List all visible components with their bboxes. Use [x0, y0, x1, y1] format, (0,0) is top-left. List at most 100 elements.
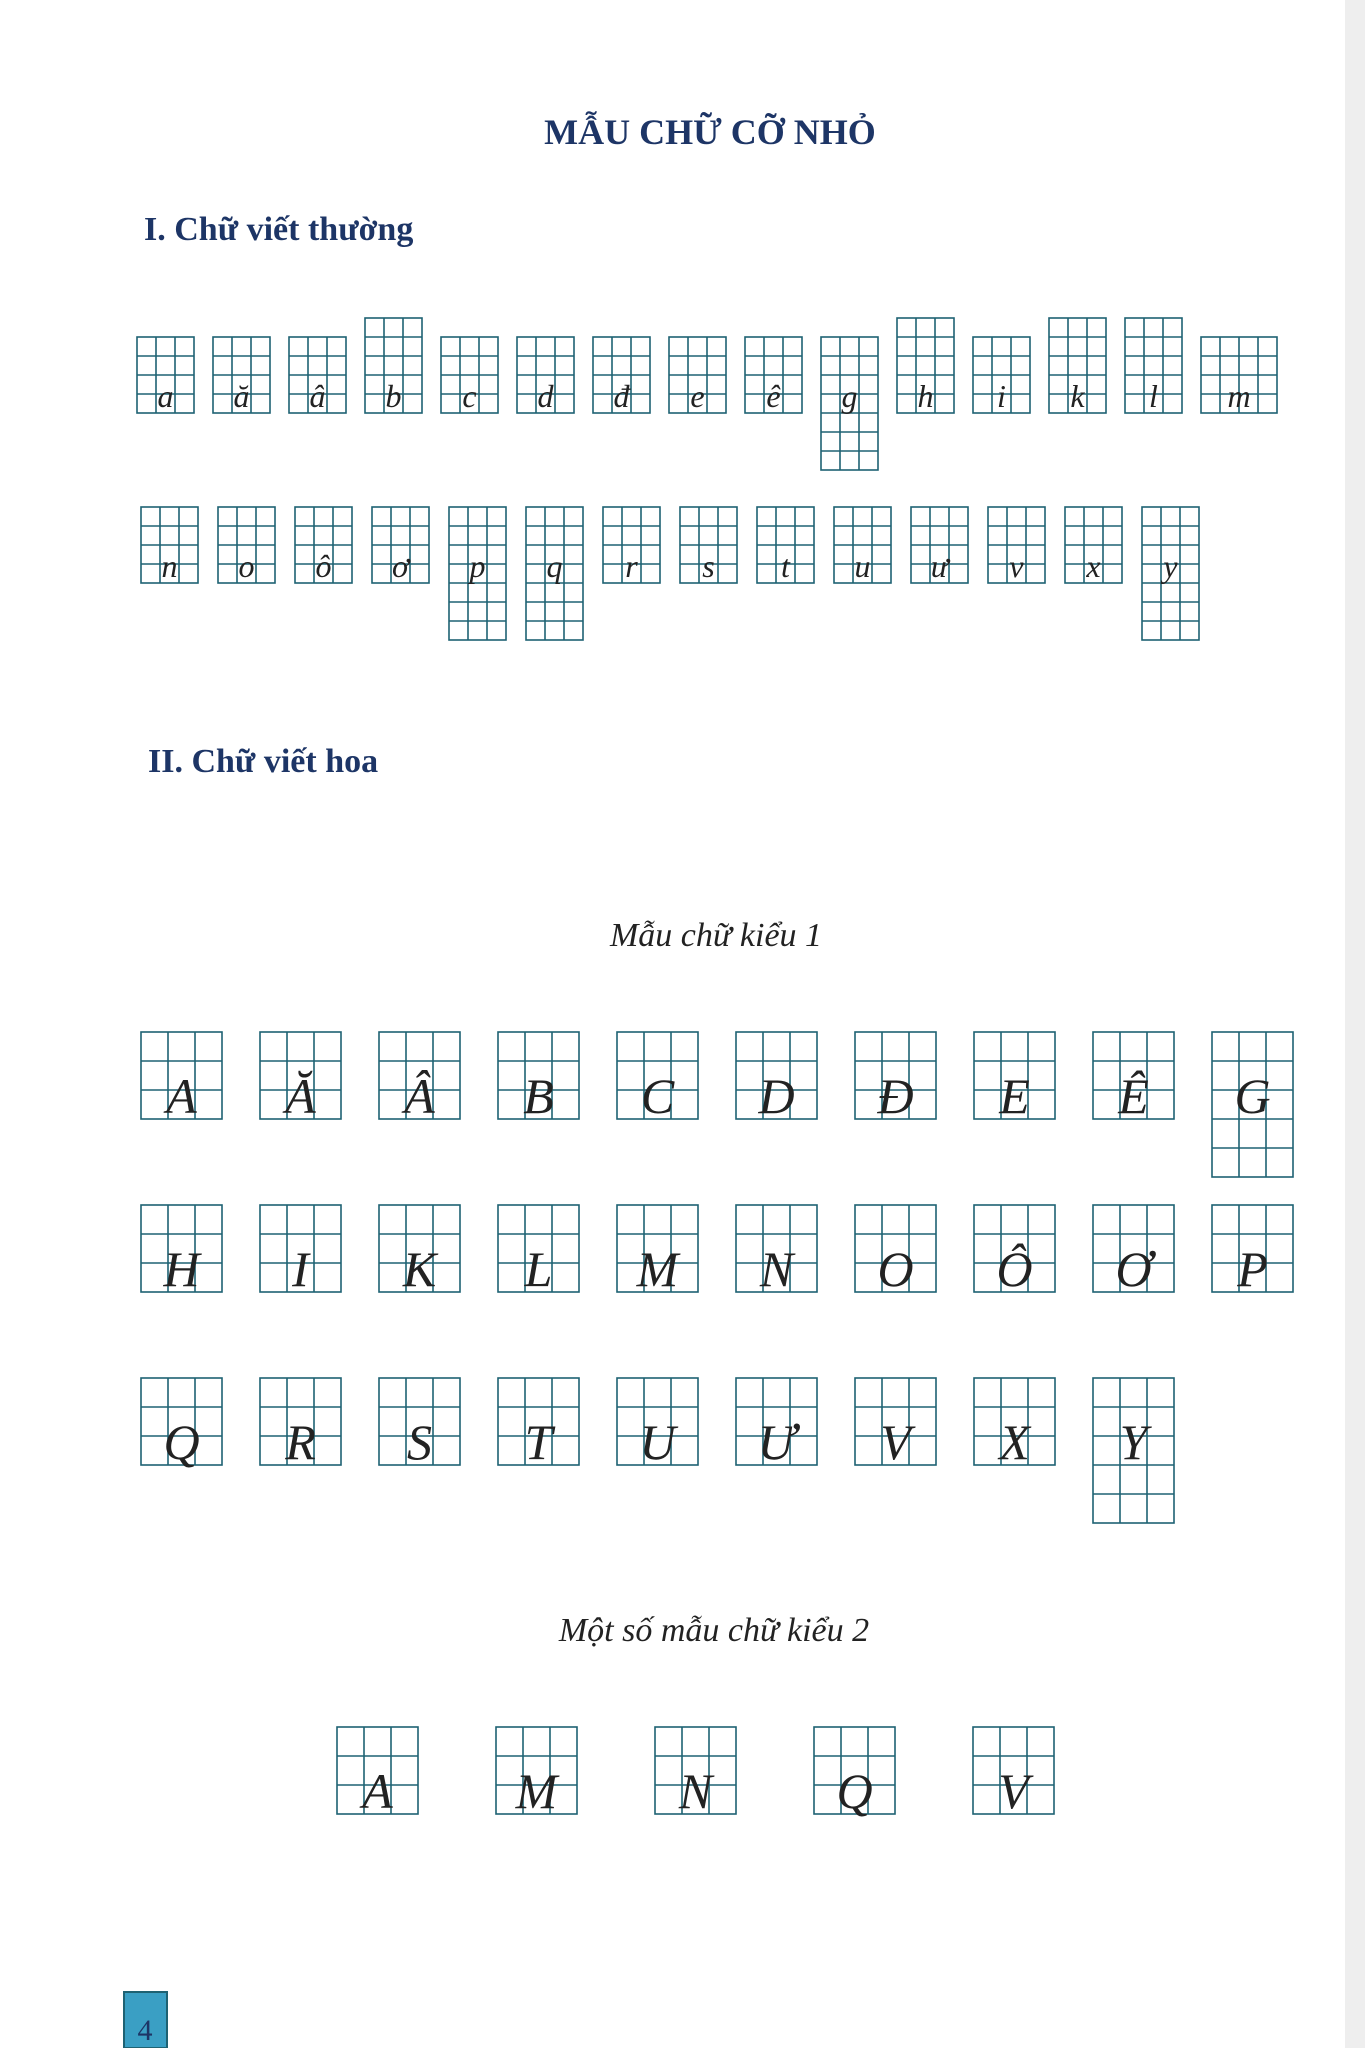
grid-border	[616, 1204, 699, 1293]
grid-border	[336, 1726, 419, 1815]
letter-grid: o	[217, 506, 276, 584]
letter: T	[525, 1414, 556, 1470]
letter-grid: Q	[140, 1377, 223, 1470]
grid-border	[973, 1204, 1056, 1293]
letter: đ	[614, 378, 632, 414]
grid-border	[448, 506, 507, 641]
grid-border	[1124, 317, 1183, 414]
caption: Một số mẫu chữ kiểu 2	[558, 1612, 869, 1649]
grid-border	[497, 1031, 580, 1120]
letter-grid: P	[1211, 1204, 1294, 1297]
letter-grid: a	[136, 336, 195, 414]
letter-grid: U	[616, 1377, 699, 1470]
letter-grid: Ê	[1092, 1031, 1175, 1124]
grid-border	[654, 1726, 737, 1815]
grid-border	[497, 1204, 580, 1293]
letter-grid: g	[820, 336, 879, 471]
letter-grid: Q	[813, 1726, 896, 1819]
letter: ơ	[392, 548, 411, 584]
letter: k	[1070, 378, 1085, 414]
letter-grid: u	[833, 506, 892, 584]
letter-grid: Ô	[973, 1204, 1056, 1297]
grid-border	[813, 1726, 896, 1815]
letter: L	[524, 1241, 553, 1297]
letter: u	[855, 548, 871, 584]
letter: R	[284, 1414, 316, 1470]
grid-border	[140, 1377, 223, 1466]
grid-border	[525, 506, 584, 641]
letter: M	[515, 1763, 560, 1819]
letter-grid: ô	[294, 506, 353, 584]
letter-grid: ă	[212, 336, 271, 414]
letter: s	[702, 548, 714, 584]
letter: d	[538, 378, 555, 414]
letter: Q	[836, 1763, 872, 1819]
letter-grid: i	[972, 336, 1031, 414]
letter-grid: h	[896, 317, 955, 414]
grid-border	[140, 1031, 223, 1120]
letter-grid: M	[495, 1726, 578, 1819]
letter: r	[625, 548, 638, 584]
letter: q	[547, 548, 563, 584]
letter-grid: T	[497, 1377, 580, 1470]
grid-border	[1211, 1204, 1294, 1293]
grid-border	[1092, 1204, 1175, 1293]
letter-grid: â	[288, 336, 347, 414]
letter-grid: E	[973, 1031, 1056, 1124]
grid-border	[259, 1377, 342, 1466]
letter: P	[1236, 1241, 1268, 1297]
letter-grid: A	[336, 1726, 419, 1819]
grid-border	[973, 1377, 1056, 1466]
letter: U	[639, 1414, 678, 1470]
letter-grid: G	[1211, 1031, 1294, 1178]
grid-border	[854, 1377, 937, 1466]
letter: K	[402, 1241, 439, 1297]
letter: X	[997, 1414, 1032, 1470]
letter: Â	[401, 1068, 435, 1124]
page-title: MẪU CHỮ CỠ NHỎ	[544, 111, 876, 152]
letter: ă	[234, 378, 250, 414]
page-edge	[1345, 0, 1365, 2048]
letter-grid: r	[602, 506, 661, 584]
letter-grid: X	[973, 1377, 1056, 1470]
letter-grid: B	[497, 1031, 580, 1124]
grid-border	[495, 1726, 578, 1815]
letter: o	[239, 548, 255, 584]
letter-grid: ư	[910, 506, 969, 584]
letter: e	[690, 378, 704, 414]
letter: E	[998, 1068, 1030, 1124]
letter: x	[1085, 548, 1100, 584]
letter: Ơ	[1115, 1241, 1156, 1297]
grid-border	[259, 1204, 342, 1293]
grid-border	[973, 1031, 1056, 1120]
grid-border	[378, 1031, 461, 1120]
letter: Ă	[282, 1068, 316, 1124]
letter-grid: Y	[1092, 1377, 1175, 1524]
letter: m	[1227, 378, 1250, 414]
letter: p	[468, 548, 486, 584]
grid-border	[896, 317, 955, 414]
grid-border	[616, 1377, 699, 1466]
letter: t	[781, 548, 791, 584]
letter: S	[407, 1414, 432, 1470]
letter: a	[158, 378, 174, 414]
letter: g	[842, 378, 858, 414]
letter: â	[310, 378, 326, 414]
letter-grid: M	[616, 1204, 699, 1297]
grid-border	[1092, 1377, 1175, 1524]
letter-grid: Ư	[735, 1377, 818, 1470]
letter: A	[359, 1763, 393, 1819]
letter-grid: O	[854, 1204, 937, 1297]
letter: Ô	[996, 1241, 1032, 1297]
letter: Đ	[876, 1068, 913, 1124]
letter-grid: q	[525, 506, 584, 641]
grid-border	[735, 1204, 818, 1293]
section-heading: I. Chữ viết thường	[144, 211, 413, 248]
letter: Ê	[1117, 1068, 1149, 1124]
letter-grid: x	[1064, 506, 1123, 584]
letter-grid: D	[735, 1031, 818, 1124]
letter-grid: d	[516, 336, 575, 414]
